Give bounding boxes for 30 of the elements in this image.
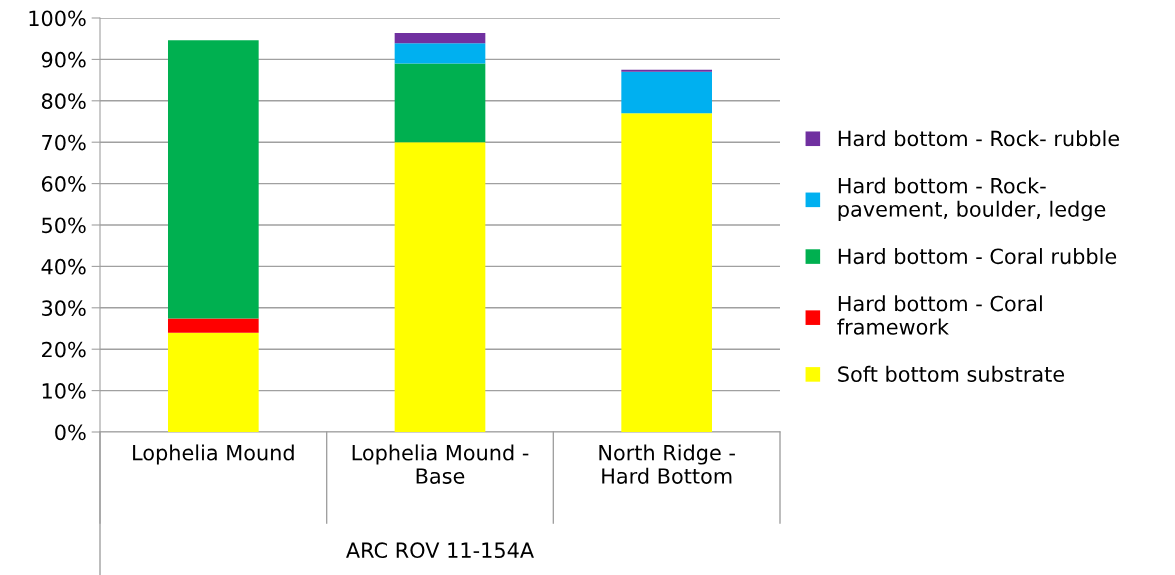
y-tick-label: 70% [42,134,86,151]
legend-label: Hard bottom - Rock- rubble [838,130,1120,147]
y-tick-label: 10% [42,383,86,399]
x-tick-label: North Ridge - Hard Bottom [599,444,735,484]
bar [394,63,486,143]
y-tick-label: 60% [41,176,86,192]
bar [168,332,259,432]
bar [621,71,712,114]
x-axis-title: ARC ROV 11-154A [346,542,534,559]
y-tick-label: 30% [42,300,86,317]
y-tick-label: 40% [41,258,86,275]
y-tick-label: 50% [42,217,86,234]
y-tick-label: 20% [42,341,86,358]
y-tick-label: 0% [55,424,86,441]
legend-label: Hard bottom - Coral framework [837,295,1042,335]
bar [394,32,486,44]
bar [394,142,486,432]
legend-label: Hard bottom - Coral rubble [838,248,1117,265]
x-tick-label: Lophelia Mound - Base [352,444,529,484]
legend-label: Soft bottom substrate [838,365,1065,382]
bar [168,318,259,333]
legend-label: Hard bottom - Rock- pavement, boulder, ledge [838,177,1106,221]
bar [621,69,712,72]
y-tick-label: 80% [41,93,86,110]
y-tick-label: 90% [41,51,86,68]
y-tick-label: 100% [29,10,86,27]
bar [621,113,712,432]
x-tick-label: Lophelia Mound [133,444,294,465]
bar [168,40,259,319]
bar [394,43,486,64]
